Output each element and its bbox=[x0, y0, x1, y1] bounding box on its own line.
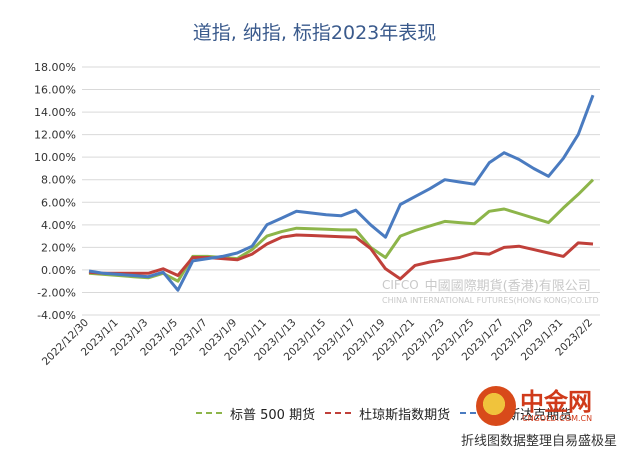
y-tick-label: -2.00% bbox=[37, 286, 76, 299]
series-line-2 bbox=[88, 94, 595, 292]
watermark-name-cn: 中國國際期貨(香港)有限公司 bbox=[424, 279, 591, 294]
source-note: 折线图数据整理自易盛极星 bbox=[460, 434, 617, 449]
series-line-1 bbox=[88, 233, 594, 281]
legend-swatch bbox=[325, 412, 352, 414]
y-tick-label: 10.00% bbox=[34, 151, 76, 164]
watermark: CIFCO 中國國際期貨(香港)有限公司 CHINA INTERNATIONAL… bbox=[382, 275, 599, 306]
y-tick-label: 14.00% bbox=[34, 106, 76, 119]
logo-brand: 中金网 bbox=[520, 388, 592, 416]
brand-logo: 中金网 CNGOLD.COM.CN bbox=[476, 380, 624, 432]
y-tick-label: 16.00% bbox=[34, 84, 76, 97]
y-tick-label: 6.00% bbox=[41, 196, 76, 209]
logo-badge-icon bbox=[476, 386, 516, 426]
legend-swatch bbox=[196, 412, 222, 414]
legend-label: 杜琼斯指数期货 bbox=[359, 407, 451, 423]
legend-swatch bbox=[460, 412, 487, 414]
series-line-0 bbox=[88, 178, 595, 283]
y-tick-label: -4.00% bbox=[37, 309, 76, 322]
x-tick-label: 2022/12/30 bbox=[40, 317, 91, 368]
legend-label: 标普 500 期货 bbox=[230, 407, 316, 423]
chart-title: 道指, 纳指, 标指2023年表现 bbox=[192, 22, 437, 44]
y-tick-label: 12.00% bbox=[34, 129, 76, 142]
legend-item: 标普 500 期货 bbox=[196, 404, 315, 423]
legend-item: 杜琼斯指数期货 bbox=[325, 404, 450, 423]
y-tick-label: 2.00% bbox=[41, 241, 76, 254]
y-tick-label: 18.00% bbox=[34, 61, 76, 74]
watermark-name-en: CHINA INTERNATIONAL FUTURES(HONG KONG)CO… bbox=[382, 296, 599, 305]
y-tick-label: 8.00% bbox=[41, 174, 76, 187]
y-tick-label: 0.00% bbox=[41, 264, 76, 277]
watermark-mark: CIFCO bbox=[382, 277, 419, 292]
y-tick-label: 4.00% bbox=[41, 219, 76, 232]
logo-url: CNGOLD.COM.CN bbox=[522, 414, 593, 423]
